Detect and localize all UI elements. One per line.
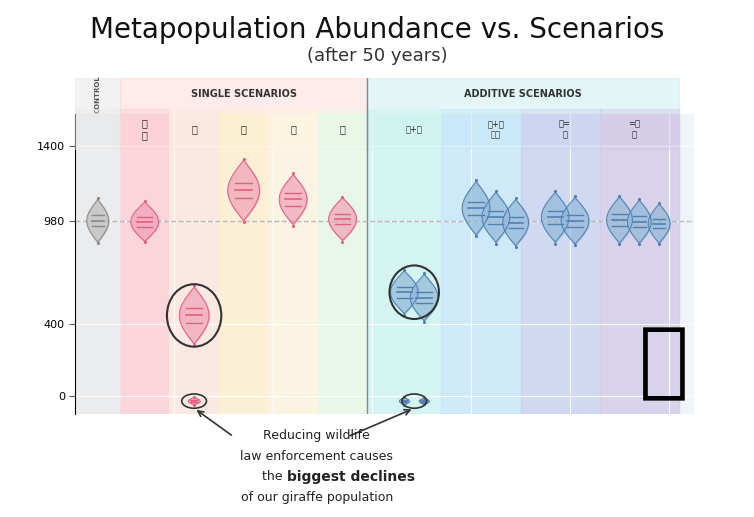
Bar — [441, 109, 520, 150]
Bar — [219, 114, 268, 414]
Text: 🕴+🏠
🐃🌧: 🕴+🏠 🐃🌧 — [487, 119, 504, 139]
Bar — [268, 109, 317, 150]
Text: 🐃: 🐃 — [290, 124, 296, 134]
Bar — [367, 78, 679, 114]
Bar — [520, 114, 599, 414]
Text: Metapopulation Abundance vs. Scenarios: Metapopulation Abundance vs. Scenarios — [90, 16, 664, 43]
Text: =🐃
🌧: =🐃 🌧 — [628, 119, 640, 139]
Text: 🕴: 🕴 — [241, 124, 247, 134]
Bar — [367, 109, 441, 150]
Text: 🏠
🤚: 🏠 🤚 — [142, 118, 148, 140]
Bar — [120, 109, 170, 150]
Bar — [170, 109, 219, 150]
Text: 🚶=
🌧: 🚶= 🌧 — [559, 119, 571, 139]
Bar — [599, 114, 679, 414]
Text: of our giraffe population: of our giraffe population — [241, 491, 393, 504]
Text: 🏠+🚶: 🏠+🚶 — [406, 125, 423, 134]
Text: law enforcement causes: law enforcement causes — [241, 450, 393, 463]
Bar — [520, 109, 599, 150]
Bar — [75, 78, 120, 114]
Bar — [268, 114, 317, 414]
Text: Reducing wildlife: Reducing wildlife — [263, 429, 370, 442]
Bar — [317, 109, 367, 150]
Text: the: the — [262, 470, 287, 483]
Bar — [120, 114, 170, 414]
Bar — [441, 114, 520, 414]
Text: biggest declines: biggest declines — [287, 470, 415, 484]
Bar — [317, 114, 367, 414]
Bar — [170, 114, 219, 414]
Bar — [75, 114, 120, 414]
Bar — [75, 109, 120, 150]
Text: (after 50 years): (after 50 years) — [307, 47, 447, 65]
Text: ADDITIVE SCENARIOS: ADDITIVE SCENARIOS — [464, 89, 582, 99]
Bar — [599, 109, 679, 150]
Bar — [219, 109, 268, 150]
Text: SINGLE SCENARIOS: SINGLE SCENARIOS — [191, 89, 296, 99]
Bar — [120, 78, 367, 114]
Bar — [367, 114, 441, 414]
Text: 🦒: 🦒 — [639, 322, 688, 403]
Text: 🌧: 🌧 — [339, 124, 345, 134]
Text: CONTROL: CONTROL — [95, 75, 100, 113]
Text: 🚶: 🚶 — [192, 124, 197, 134]
